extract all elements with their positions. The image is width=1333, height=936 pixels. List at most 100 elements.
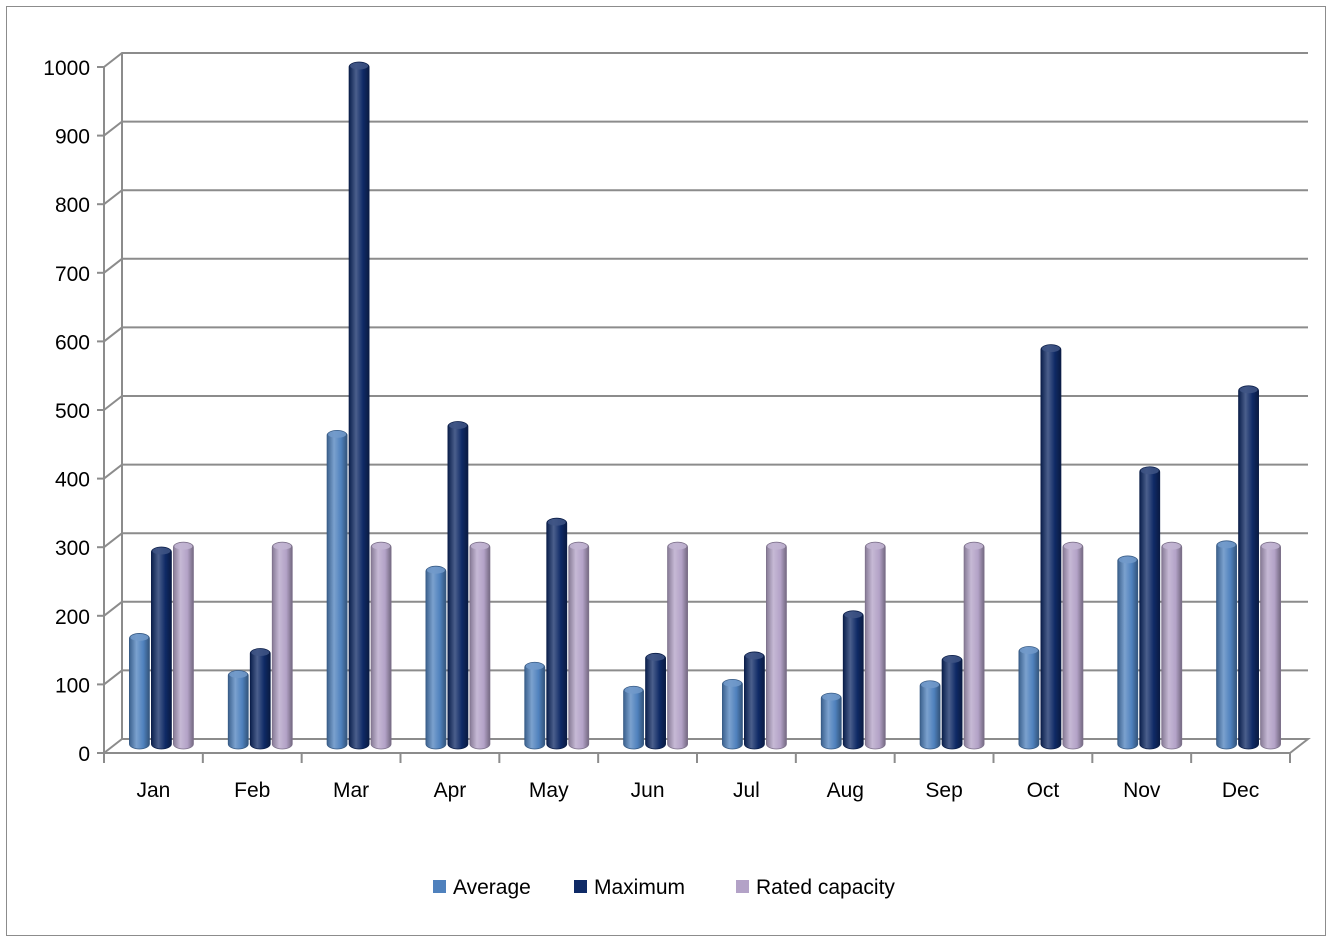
y-tick-label: 800	[55, 194, 90, 217]
bar-cap	[767, 542, 786, 550]
bar-average-aug	[820, 692, 842, 750]
bar-cap	[470, 542, 489, 550]
bar-cap	[965, 542, 984, 550]
bar-average-dec	[1216, 540, 1237, 750]
bar-maximum-jan	[151, 546, 172, 750]
gridline	[103, 463, 1308, 480]
x-tick-label: Aug	[827, 779, 864, 802]
bar-cap	[448, 421, 467, 429]
x-tick-label: Dec	[1222, 779, 1259, 802]
y-tick-label: 100	[55, 674, 90, 697]
legend-swatch-rated-capacity	[736, 880, 749, 893]
bar-cap	[174, 542, 193, 550]
bar-cap	[525, 662, 544, 670]
bar-cap	[1019, 646, 1038, 654]
bar-cap	[1162, 542, 1181, 550]
x-tick-label: Sep	[925, 779, 962, 802]
bars	[129, 61, 1281, 750]
bar-cap	[1118, 556, 1137, 564]
bar-rated-capacity-feb	[271, 541, 293, 750]
bar-cap	[569, 542, 588, 550]
bar-rated-capacity-dec	[1260, 541, 1281, 750]
bar-cap	[668, 542, 687, 550]
gridline	[103, 326, 1308, 343]
bar-maximum-jul	[744, 651, 765, 750]
bar-average-jul	[722, 679, 743, 750]
x-tick-label: Oct	[1027, 779, 1060, 802]
x-tick-label: Apr	[434, 779, 467, 802]
gridline	[103, 52, 1308, 68]
bar-maximum-sep	[941, 654, 963, 750]
y-tick-label: 0	[78, 743, 90, 766]
bar-average-sep	[919, 680, 941, 750]
bar-average-oct	[1018, 646, 1040, 750]
bar-rated-capacity-jul	[766, 541, 787, 750]
bar-rated-capacity-sep	[963, 541, 985, 750]
bar-cap	[866, 542, 885, 550]
x-tick-label: Jul	[733, 779, 760, 802]
y-tick-label: 1000	[43, 57, 90, 80]
y-tick-label: 500	[55, 400, 90, 423]
bar-maximum-feb	[249, 648, 271, 750]
bar-rated-capacity-may	[568, 541, 590, 750]
bar-maximum-oct	[1040, 344, 1062, 750]
gridline	[103, 189, 1308, 205]
bar-maximum-dec	[1238, 385, 1259, 750]
x-tick-label: Mar	[333, 779, 369, 802]
y-tick-label: 700	[55, 263, 90, 286]
bar-maximum-may	[546, 517, 568, 750]
bar-cap	[350, 62, 369, 70]
bar-rated-capacity-jun	[667, 541, 688, 750]
gridline	[103, 395, 1308, 411]
legend-label: Rated capacity	[756, 876, 895, 899]
bar-cap	[372, 542, 391, 550]
bar-maximum-mar	[348, 61, 370, 750]
bar-maximum-apr	[447, 421, 469, 750]
bar-cap	[152, 547, 171, 555]
bar-cap	[1140, 467, 1159, 475]
bar-rated-capacity-mar	[370, 541, 392, 750]
bar-average-may	[524, 661, 546, 750]
y-tick-label: 900	[55, 126, 90, 149]
bar-maximum-jun	[645, 652, 666, 750]
bar-maximum-nov	[1139, 466, 1161, 750]
bar-rated-capacity-aug	[864, 541, 886, 750]
bar-cap	[1063, 542, 1082, 550]
bar-cap	[844, 611, 863, 619]
axes: 0 100 200 300 400 500 600 700 800 900 1000 Jan Feb Ma…	[43, 53, 1291, 802]
y-tick-label: 300	[55, 537, 90, 560]
bar-cap	[1239, 386, 1258, 394]
gridline	[103, 257, 1308, 274]
y-tick-label: 400	[55, 469, 90, 492]
bar-cap	[1217, 541, 1236, 549]
bar-average-apr	[425, 565, 447, 750]
bar-cap	[1261, 542, 1280, 550]
x-tick-label: Nov	[1123, 779, 1161, 802]
bar-rated-capacity-oct	[1062, 541, 1084, 750]
legend-swatch-average	[433, 880, 446, 893]
y-tick-label: 600	[55, 331, 90, 354]
bar-cap	[943, 655, 962, 663]
bar-cap	[251, 649, 270, 657]
bar-cap	[426, 566, 445, 574]
bar-rated-capacity-apr	[469, 541, 491, 750]
floor-plane	[103, 738, 1311, 754]
bar-average-mar	[326, 429, 348, 750]
bar-cap	[229, 670, 248, 678]
bar-cap	[921, 681, 940, 689]
x-tick-label: May	[529, 779, 569, 802]
gridline	[103, 120, 1308, 137]
bar-average-jan	[129, 633, 150, 750]
bar-cap	[646, 653, 665, 661]
bar-cap	[1041, 345, 1060, 353]
y-tick-label: 200	[55, 606, 90, 629]
legend-label: Average	[453, 876, 531, 899]
bar-cap	[723, 679, 742, 687]
legend-swatch-maximum	[574, 880, 587, 893]
legend: Average Maximum Rated capacity	[433, 876, 895, 899]
x-tick-label: Jun	[631, 779, 665, 802]
bar-cap	[624, 686, 643, 694]
bar-cap	[822, 693, 841, 701]
bar-rated-capacity-jan	[173, 541, 194, 750]
